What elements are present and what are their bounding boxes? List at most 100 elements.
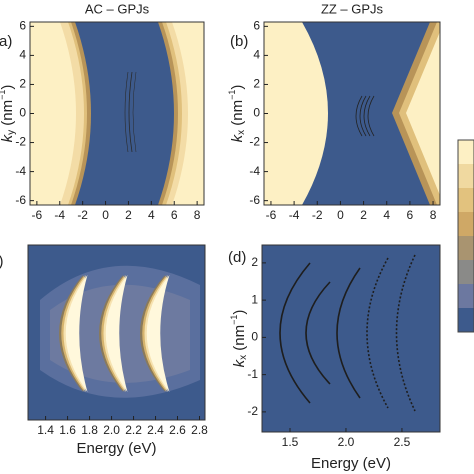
contour-line (279, 262, 311, 404)
plot-background (262, 245, 440, 432)
contour-line (359, 95, 367, 137)
contour-line (305, 281, 331, 385)
y-axis-label-part: y (6, 130, 17, 135)
y-tick-label: 2 (19, 77, 26, 91)
contour-band (406, 22, 440, 205)
contour-band (65, 275, 88, 392)
y-axis-label-part: (nm (229, 100, 246, 130)
contour-line (336, 267, 361, 399)
y-tick-label: -4 (249, 164, 260, 178)
y-axis-label-part: k (231, 358, 248, 367)
plot-area (264, 22, 440, 205)
y-axis-label-part: −1 (0, 90, 7, 100)
y-tick-label: 1 (251, 292, 258, 306)
y-tick-label: 6 (253, 19, 260, 33)
y-tick-label: -2 (247, 404, 258, 418)
y-tick-label: 0 (251, 330, 258, 344)
y-tick-label: 0 (253, 106, 260, 120)
x-tick-label: 6 (171, 208, 178, 222)
plot-frame (27, 244, 206, 421)
x-tick-label: 2.0 (338, 435, 355, 449)
contour-line (124, 71, 129, 153)
x-tick-label: -4 (289, 208, 300, 222)
y-axis-label-part: k (229, 133, 246, 142)
x-tick-label: 8 (430, 208, 437, 222)
y-tick-label: -1 (247, 367, 258, 381)
y-axis-label: kx (nm−1) (229, 310, 248, 368)
plot-area (30, 22, 204, 205)
x-tick-label: 2.4 (147, 423, 164, 437)
x-tick-label: 0 (102, 208, 109, 222)
colorbar (457, 139, 474, 333)
x-tick-label: 1.6 (59, 423, 76, 437)
y-axis-label-part: (nm (231, 325, 248, 355)
panel: 1.4 1.6 1.8 2.0 2.2 2.4 2.6 2.8 (c) Energy (eV) (0, 244, 208, 457)
y-tick-label: 2 (253, 77, 260, 91)
x-tick-label: 2 (360, 208, 367, 222)
y-tick-label: 2 (251, 255, 258, 269)
contour-band (172, 22, 204, 205)
contour-line (355, 95, 363, 137)
panel-title: AC – GPJs (85, 1, 150, 16)
x-tick-label: 4 (148, 208, 155, 222)
x-tick-label: 2.0 (103, 423, 120, 437)
y-axis-label-part: ) (231, 310, 248, 315)
y-axis-label-part: −1 (227, 90, 237, 100)
contour-line (128, 71, 133, 153)
x-axis-label: Energy (eV) (311, 455, 391, 472)
x-axis-label: Energy (eV) (76, 440, 156, 457)
y-axis-label-part: x (236, 130, 247, 135)
x-tick-label: -6 (266, 208, 277, 222)
y-axis-label-part: x (238, 355, 249, 360)
y-tick-label: -2 (15, 135, 26, 149)
x-tick-label: 6 (407, 208, 414, 222)
x-tick-label: -6 (32, 208, 43, 222)
panel-label: (c) (0, 253, 4, 270)
x-tick-label: -4 (54, 208, 65, 222)
x-tick-label: 2.2 (125, 423, 142, 437)
panel-title: ZZ – GPJs (321, 1, 384, 16)
contour-line (363, 95, 371, 137)
y-axis-label-part: (nm (0, 100, 16, 130)
plot-area (28, 245, 205, 420)
x-tick-label: -2 (312, 208, 323, 222)
y-axis-label-part: −1 (229, 315, 239, 325)
y-tick-label: 0 (19, 106, 26, 120)
x-tick-label: 8 (194, 208, 201, 222)
x-tick-label: 2.5 (394, 435, 411, 449)
contour-line (395, 254, 416, 412)
x-tick-label: 0 (337, 208, 344, 222)
panel-label: (a) (0, 33, 12, 50)
plot-frame (261, 244, 441, 433)
x-tick-label: 1.5 (282, 435, 299, 449)
y-axis-label-part: ) (229, 85, 246, 90)
x-tick-label: -2 (77, 208, 88, 222)
y-tick-label: -4 (15, 164, 26, 178)
y-tick-label: -6 (249, 193, 260, 207)
y-axis-label: ky (nm−1) (0, 85, 17, 143)
plot-area (262, 245, 440, 432)
x-tick-label: 2.6 (169, 423, 186, 437)
x-tick-label: 2 (125, 208, 132, 222)
y-tick-label: -6 (15, 193, 26, 207)
contour-band (264, 22, 328, 205)
y-axis-label-part: ) (0, 85, 16, 90)
panel: 1.5 2.0 2.5 -2 -1 0 1 2 (d) Energy (eV) kx (nm−1) (228, 244, 441, 472)
x-tick-label: 4 (383, 208, 390, 222)
panel: -6 -4 -2 0 2 4 6 8 -6 -4 -2 0 2 4 6 ZZ – GPJs (b) kx (nm−… (227, 1, 441, 222)
y-tick-label: 4 (253, 48, 260, 62)
contour-band (105, 275, 128, 392)
contour-line (367, 95, 375, 137)
panel: -6 -4 -2 0 2 4 6 8 -6 -4 -2 0 2 4 6 AC – GPJs (a) ky (nm−… (0, 1, 205, 222)
y-tick-label: 6 (19, 19, 26, 33)
x-tick-label: 1.8 (81, 423, 98, 437)
contour-line (132, 71, 137, 153)
panel-label: (d) (228, 249, 246, 266)
y-axis-label: kx (nm−1) (227, 85, 246, 143)
y-axis-label-part: k (0, 133, 16, 142)
y-tick-label: 4 (19, 48, 26, 62)
x-tick-label: 1.4 (37, 423, 54, 437)
contour-band (146, 275, 170, 392)
x-tick-label: 2.8 (191, 423, 208, 437)
